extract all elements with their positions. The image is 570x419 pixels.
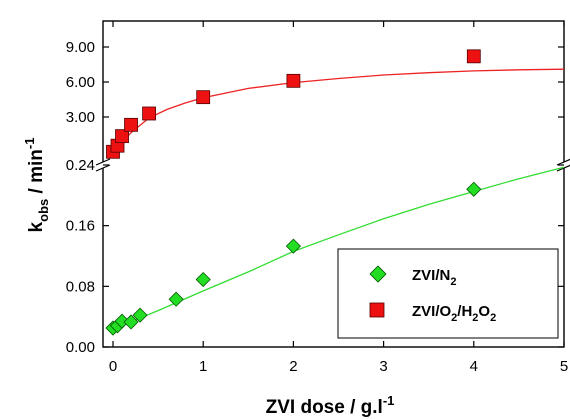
plot-area [102, 20, 565, 348]
y-tick-label: 0.00 [66, 339, 95, 356]
axis-break-mark-left-bottom [95, 164, 111, 172]
legend-label-zvi-n2: ZVI/N2 [412, 267, 456, 288]
axis-break-mark-right-top [556, 158, 570, 166]
data-point-series-0 [466, 181, 482, 197]
data-point-series-0 [195, 271, 211, 288]
y-axis-title: kobs / min-1 [22, 138, 51, 233]
y-tick-label: 0.08 [66, 278, 95, 295]
x-tick-label: 4 [470, 358, 478, 375]
data-point-series-1 [115, 129, 129, 144]
fit-line-series-0 [112, 166, 565, 330]
data-point-series-1 [142, 106, 156, 121]
x-tick-label: 2 [289, 358, 297, 375]
x-tick-label: 1 [199, 358, 207, 375]
data-point-series-0 [168, 291, 184, 307]
x-tick-label: 0 [109, 358, 117, 375]
data-point-series-1 [196, 90, 211, 105]
x-tick-label: 3 [379, 358, 387, 375]
axis-break-mark-right-bottom [556, 164, 570, 172]
fit-line-series-1 [112, 68, 565, 154]
data-point-series-0 [285, 238, 301, 254]
legend: ZVI/N2 ZVI/O2/H2O2 [337, 248, 559, 339]
legend-marker-zvi-o2-h2o2 [369, 302, 385, 318]
data-point-series-0 [132, 307, 148, 323]
y-tick-label: 9.00 [66, 39, 95, 56]
x-tick-label: 5 [560, 358, 568, 375]
x-axis-title: ZVI dose / g.l-1 [266, 393, 395, 418]
data-point-series-1 [466, 49, 481, 64]
data-point-series-1 [124, 117, 138, 132]
data-point-series-1 [286, 73, 301, 88]
data-point-series-0 [123, 314, 139, 330]
legend-marker-zvi-n2 [369, 265, 387, 283]
y-tick-label: 0.24 [66, 157, 95, 174]
y-tick-label: 0.16 [66, 218, 95, 235]
legend-box [337, 248, 559, 339]
y-tick-label: 6.00 [66, 74, 95, 91]
axis-break-mark-left-top [95, 158, 111, 166]
y-tick-label: 3.00 [66, 109, 95, 126]
legend-label-zvi-o2-h2o2: ZVI/O2/H2O2 [412, 303, 496, 324]
